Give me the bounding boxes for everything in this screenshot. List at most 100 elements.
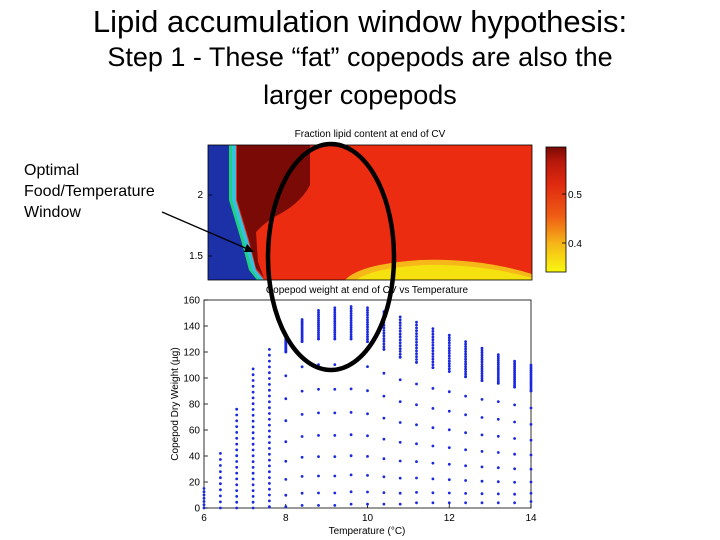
scatter-point — [464, 479, 467, 482]
scatter-point — [415, 460, 418, 463]
scatter-point — [317, 337, 320, 341]
colorbar-gradient — [545, 146, 567, 273]
scatter-point — [284, 459, 288, 463]
scatter-point — [480, 492, 484, 496]
scatter-point — [415, 338, 418, 341]
y-tick-label: 20 — [189, 478, 201, 489]
scatter-point — [251, 506, 255, 510]
heatmap-region-low-lipid-yellow — [356, 264, 532, 280]
scatter-point — [496, 369, 500, 373]
scatter-point — [382, 475, 386, 479]
scatter-point — [464, 367, 467, 371]
scatter-point — [349, 305, 353, 308]
scatter-point — [480, 433, 484, 437]
scatter-point — [431, 444, 435, 448]
scatter-point — [496, 373, 500, 377]
scatter-point — [235, 425, 239, 428]
scatter-point — [382, 437, 386, 441]
scatter-point — [366, 311, 369, 314]
scatter-point — [349, 473, 353, 477]
scatter-point — [447, 359, 451, 363]
scatter-ylabel: Copepod Dry Weight (µg) — [170, 347, 181, 460]
scatter-point — [480, 416, 484, 419]
scatter-point — [415, 352, 418, 356]
scatter-point — [317, 319, 320, 322]
scatter-point — [251, 500, 255, 504]
scatter-point — [447, 364, 451, 368]
annotation-line: Window — [24, 204, 81, 221]
scatter-point — [333, 319, 337, 323]
scatter-point — [268, 348, 271, 351]
scatter-point — [366, 490, 369, 494]
scatter-point — [464, 501, 467, 505]
scatter-point — [268, 371, 271, 375]
scatter-point — [317, 315, 320, 318]
scatter-point — [268, 365, 271, 369]
scatter-point — [268, 353, 271, 357]
scatter-point — [464, 365, 467, 369]
scatter-point — [251, 448, 255, 452]
scatter-point — [447, 349, 451, 353]
scatter-title: Copepod weight at end of CV vs Temperatu… — [266, 285, 469, 296]
scatter-point — [317, 474, 320, 478]
scatter-point — [268, 476, 271, 479]
scatter-point — [317, 317, 320, 320]
scatter-point — [333, 333, 337, 336]
scatter-point — [219, 458, 222, 461]
scatter-point — [366, 455, 369, 458]
scatter-point — [398, 421, 402, 424]
scatter-point — [349, 319, 353, 322]
scatter-point — [235, 465, 239, 469]
heatmap-frame — [207, 144, 533, 281]
heatmap-region-low-lipid — [208, 145, 257, 280]
scatter-point — [398, 352, 402, 356]
scatter-point — [382, 342, 386, 346]
scatter-point — [251, 489, 255, 492]
scatter-point — [317, 323, 320, 327]
scatter-point — [333, 455, 337, 458]
scatter-point — [415, 320, 418, 324]
scatter-point — [219, 506, 222, 510]
slide-title-line-2: Step 1 - These “fat” copepods are also t… — [107, 42, 613, 72]
scatter-point — [300, 504, 304, 507]
scatter-point — [300, 365, 304, 369]
scatter-point — [349, 502, 353, 506]
scatter-point — [251, 466, 255, 469]
scatter-point — [496, 371, 500, 375]
scatter-point — [235, 407, 239, 411]
scatter-point — [349, 321, 353, 325]
scatter-point — [415, 340, 418, 344]
scatter-point — [366, 313, 369, 317]
scatter-point — [447, 491, 451, 495]
scatter-point — [251, 454, 255, 458]
scatter-point — [464, 345, 467, 348]
scatter-point — [219, 488, 222, 492]
scatter-point — [398, 324, 402, 327]
scatter-point — [464, 370, 467, 374]
scatter-point — [268, 505, 271, 509]
scatter-point — [235, 454, 239, 458]
colorbar-tick-label: 0.4 — [568, 239, 582, 250]
scatter-point — [251, 396, 255, 400]
scatter-point — [431, 352, 435, 356]
scatter-point — [496, 466, 500, 470]
scatter-point — [333, 317, 337, 321]
scatter-point — [219, 476, 222, 480]
heatmap-plot: 2 1.5 Fraction lipid content at end of C… — [189, 129, 533, 281]
scatter-point — [415, 323, 418, 327]
scatter-point — [366, 389, 369, 393]
scatter-point — [415, 335, 418, 338]
scatter-point — [496, 353, 500, 356]
scatter-point — [284, 505, 288, 509]
scatter-point — [235, 419, 239, 423]
scatter-point — [202, 500, 206, 503]
scatter-point — [447, 409, 451, 413]
scatter-point — [496, 365, 500, 369]
scatter-point — [431, 357, 435, 361]
scatter-point — [431, 366, 435, 369]
scatter-point — [235, 489, 239, 492]
scatter-point — [317, 331, 320, 335]
x-tick-label: 12 — [444, 513, 456, 524]
scatter-point — [431, 341, 435, 344]
scatter-point — [431, 387, 435, 390]
